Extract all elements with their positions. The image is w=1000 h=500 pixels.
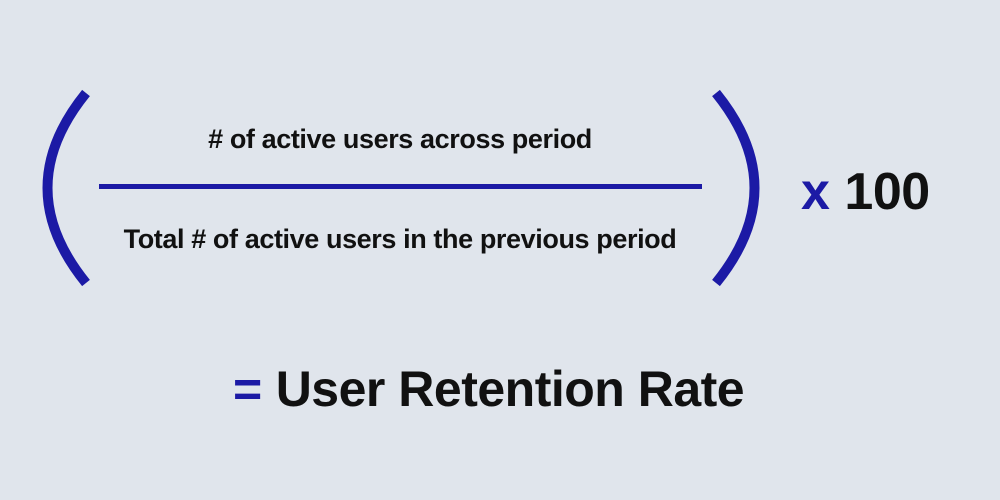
- left-parenthesis-icon: [42, 89, 90, 287]
- fraction-denominator: Total # of active users in the previous …: [123, 224, 677, 254]
- equals-symbol: =: [233, 361, 262, 417]
- fraction-numerator: # of active users across period: [208, 124, 592, 154]
- multiplier: x 100: [801, 162, 930, 222]
- multiplier-value: 100: [844, 163, 930, 221]
- result-label: User Retention Rate: [275, 361, 745, 417]
- right-parenthesis-icon: [712, 89, 760, 287]
- multiply-symbol: x: [801, 163, 830, 221]
- result-line: = User Retention Rate: [233, 360, 745, 418]
